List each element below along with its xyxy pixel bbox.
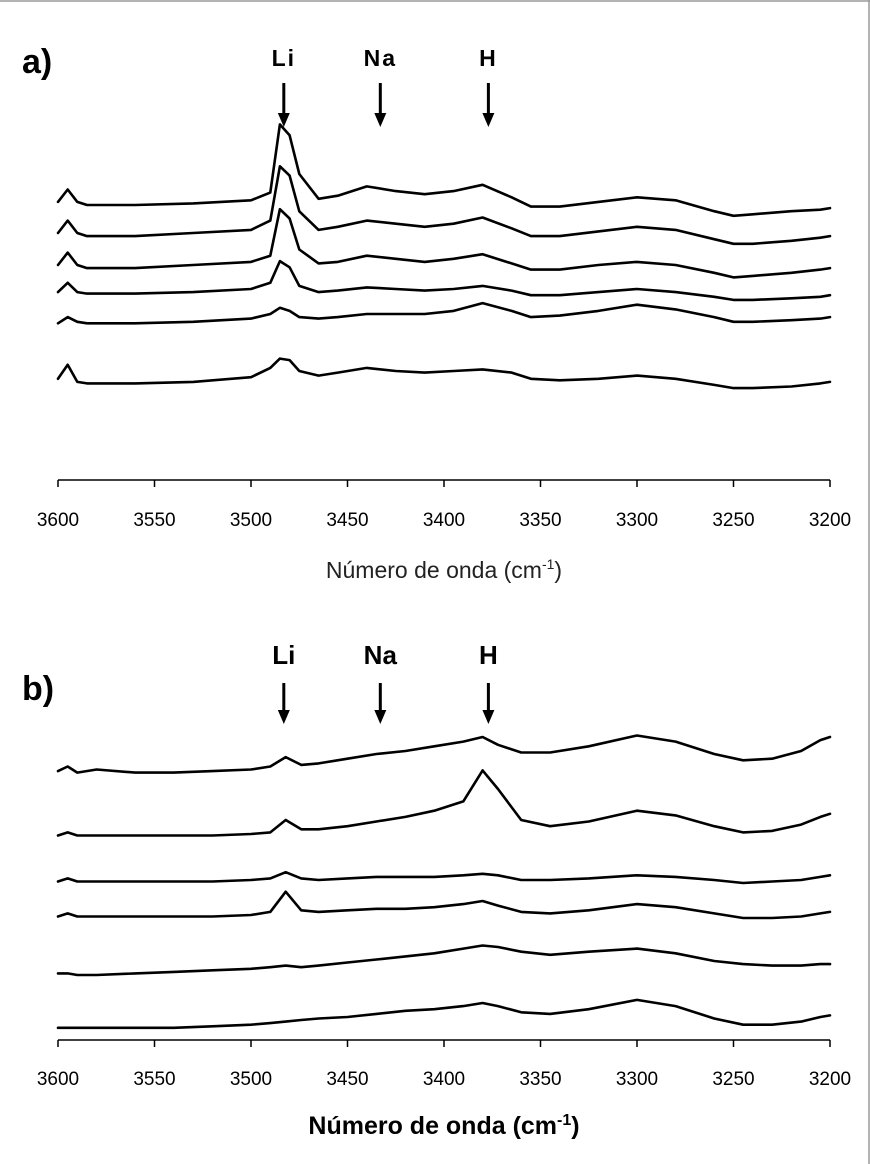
x-tick-label: 3550 bbox=[133, 510, 175, 531]
x-tick-label: 3550 bbox=[133, 1069, 175, 1090]
x-axis-label: Número de onda (cm-1) bbox=[326, 556, 562, 583]
spectrum-line bbox=[56, 998, 832, 1030]
x-tick-label: 3300 bbox=[616, 1069, 658, 1090]
peak-arrow-head bbox=[482, 113, 495, 127]
peak-arrow-head bbox=[374, 710, 387, 724]
peak-arrow-head bbox=[374, 113, 387, 127]
panel-a: a) 3600 3550 3500 3450 3400 3350 3300 3250 3200 N… bbox=[22, 43, 851, 583]
x-tick-label: 3200 bbox=[809, 510, 851, 531]
peak-label: H bbox=[479, 45, 498, 71]
spectrum-line bbox=[56, 357, 832, 390]
x-tick-label: 3600 bbox=[37, 1069, 79, 1090]
peak-arrow-head bbox=[482, 710, 495, 724]
x-tick-label: 3600 bbox=[37, 510, 79, 531]
spectrum-line bbox=[56, 259, 832, 302]
spectrum-line bbox=[56, 301, 832, 325]
x-tick-label: 3350 bbox=[519, 1069, 561, 1090]
peak-label: Li bbox=[272, 45, 296, 71]
spectrum-line bbox=[56, 207, 832, 279]
peak-label: Na bbox=[364, 45, 397, 71]
spectrum-line bbox=[56, 165, 832, 246]
peak-label: H bbox=[479, 640, 498, 670]
spectrum-line bbox=[56, 944, 832, 977]
x-tick-label: 3200 bbox=[809, 1069, 851, 1090]
x-tick-label: 3450 bbox=[326, 510, 368, 531]
spectrum-line bbox=[56, 734, 832, 774]
peak-label: Na bbox=[364, 640, 398, 670]
peak-arrow-head bbox=[277, 113, 290, 127]
x-tick-label: 3250 bbox=[712, 1069, 754, 1090]
spectrum-line bbox=[56, 890, 832, 920]
x-tick-label: 3500 bbox=[230, 1069, 272, 1090]
x-tick-label: 3300 bbox=[616, 510, 658, 531]
x-tick-label: 3350 bbox=[519, 510, 561, 531]
x-axis-label: Número de onda (cm-1) bbox=[308, 1112, 579, 1140]
spectrum-line bbox=[56, 123, 832, 218]
peak-label: Li bbox=[272, 640, 295, 670]
panel-b: b) 3600 3550 3500 3450 3400 3350 3300 3250 3200 N… bbox=[22, 640, 851, 1140]
x-tick-label: 3400 bbox=[423, 1069, 465, 1090]
x-tick-label: 3400 bbox=[423, 510, 465, 531]
panel-a-label: a) bbox=[22, 43, 52, 81]
x-tick-label: 3450 bbox=[326, 1069, 368, 1090]
spectrum-line bbox=[56, 870, 832, 885]
x-tick-label: 3500 bbox=[230, 510, 272, 531]
peak-arrow-head bbox=[277, 710, 290, 724]
panel-b-label: b) bbox=[22, 670, 54, 708]
spectrum-line bbox=[56, 769, 832, 837]
x-tick-label: 3250 bbox=[712, 510, 754, 531]
